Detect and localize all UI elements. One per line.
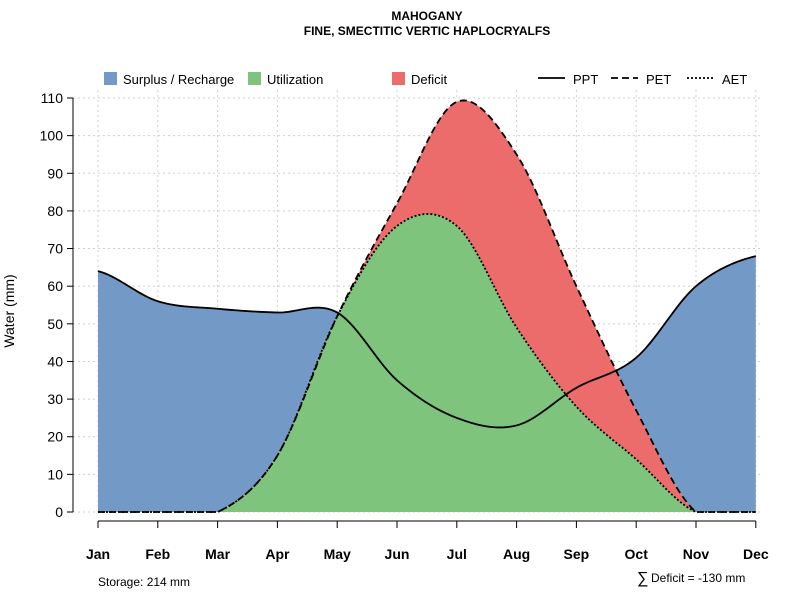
y-tick-label: 10 xyxy=(47,466,63,482)
legend-swatch xyxy=(104,72,117,85)
x-tick-label: Aug xyxy=(503,546,530,562)
legend-label: AET xyxy=(722,72,747,87)
legend: Surplus / Recharge Utilization Deficit PPT P… xyxy=(104,72,747,87)
x-tick-label: May xyxy=(324,546,351,562)
x-tick-label: Sep xyxy=(564,546,590,562)
y-axis-label: Water (mm) xyxy=(1,274,17,347)
y-tick-label: 40 xyxy=(47,353,63,369)
legend-swatch xyxy=(248,72,261,85)
series-lines xyxy=(97,99,757,513)
y-tick-label: 80 xyxy=(47,203,63,219)
chart-subtitle: FINE, SMECTITIC VERTIC HAPLOCRYALFS xyxy=(304,24,550,38)
legend-label: Deficit xyxy=(411,72,448,87)
x-tick-label: Dec xyxy=(743,546,769,562)
x-tick-label: Feb xyxy=(145,546,170,562)
x-tick-label: Apr xyxy=(265,546,290,562)
legend-label: PPT xyxy=(573,72,598,87)
deficit-note: Deficit = -130 mm xyxy=(651,571,745,585)
x-tick-label: Jan xyxy=(86,546,110,562)
storage-note: Storage: 214 mm xyxy=(98,575,190,589)
y-tick-label: 90 xyxy=(47,165,63,181)
legend-label: Surplus / Recharge xyxy=(123,72,234,87)
series-line-pet xyxy=(98,99,756,513)
area-fills xyxy=(98,100,756,513)
x-tick-label: Oct xyxy=(625,546,649,562)
y-tick-label: 70 xyxy=(47,241,63,257)
x-tick-label: Jul xyxy=(447,546,467,562)
legend-label: PET xyxy=(646,72,671,87)
y-tick-label: 0 xyxy=(55,504,63,520)
x-tick-label: Jun xyxy=(385,546,410,562)
deficit-sum-symbol: ∑ xyxy=(637,570,648,587)
axes: 0 10 20 30 40 50 60 70 80 90 100 110 Jan Feb Mar Apr May… xyxy=(40,90,769,562)
y-tick-label: 50 xyxy=(47,316,63,332)
deficit-area xyxy=(98,100,756,513)
series-line-ppt xyxy=(97,255,757,429)
series-line-aet xyxy=(98,213,756,513)
y-tick-label: 110 xyxy=(41,90,64,106)
y-tick-label: 30 xyxy=(47,391,63,407)
legend-label: Utilization xyxy=(267,72,323,87)
legend-swatch xyxy=(392,72,405,85)
y-tick-label: 20 xyxy=(47,429,63,445)
utilization-area xyxy=(98,213,756,512)
y-tick-label: 100 xyxy=(40,128,64,144)
y-tick-label: 60 xyxy=(47,278,63,294)
chart-title: MAHOGANY xyxy=(391,9,462,23)
x-tick-label: Mar xyxy=(205,546,230,562)
x-tick-label: Nov xyxy=(683,546,710,562)
surplus-area xyxy=(98,100,756,513)
